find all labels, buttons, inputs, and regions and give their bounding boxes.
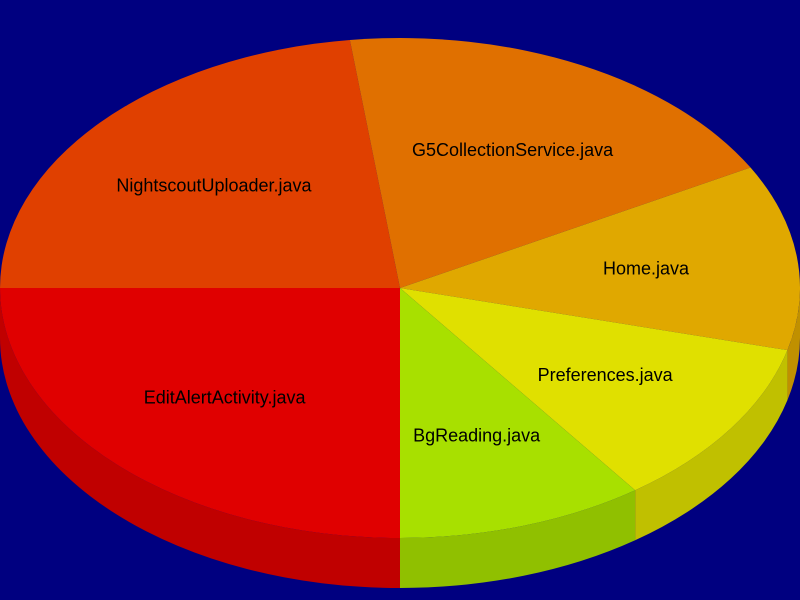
pie-side-home-java [787,288,800,401]
pie-slice-home-java [400,167,800,351]
pie-slice-editalertactivity-java [0,288,400,538]
pie-slices [0,38,800,538]
pie-slice-bgreading-java [400,288,636,538]
pie-slice-g5collectionservice-java [349,38,751,288]
pie-label-nightscoutuploader-java: NightscoutUploader.java [116,175,312,195]
pie-label-g5collectionservice-java: G5CollectionService.java [412,140,614,160]
pie-side-preferences-java [635,350,788,541]
pie-side-bgreading-java [400,490,636,588]
pie-label-home-java: Home.java [603,259,690,279]
pie-label-editalertactivity-java: EditAlertActivity.java [144,388,307,408]
pie-labels: EditAlertActivity.java NightscoutUploader… [116,140,690,446]
pie-slice-nightscoutuploader-java [0,39,400,288]
pie-label-bgreading-java: BgReading.java [413,425,541,445]
pie-slice-preferences-java [400,288,788,491]
pie-label-preferences-java: Preferences.java [538,365,674,385]
